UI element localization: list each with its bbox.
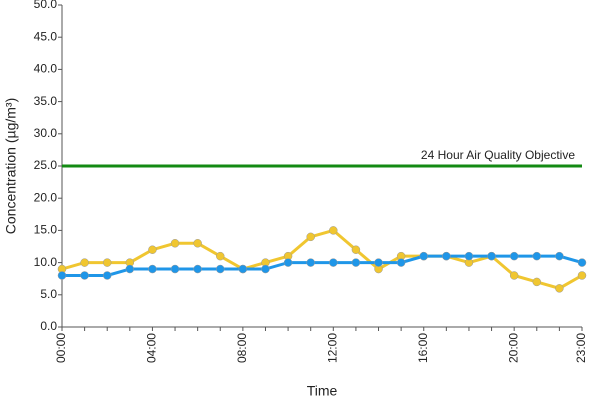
data-point (193, 239, 202, 248)
y-tick-label: 50.0 (34, 0, 58, 11)
data-point (283, 258, 293, 267)
y-tick-label: 5.0 (40, 287, 57, 301)
data-point (396, 258, 406, 267)
x-tick-label: 12:00 (325, 333, 339, 363)
y-tick-label: 45.0 (34, 29, 58, 43)
y-tick-label: 10.0 (34, 255, 58, 269)
data-point (216, 251, 225, 261)
data-point (555, 251, 564, 261)
data-point (125, 264, 135, 274)
y-tick-label: 40.0 (34, 62, 58, 76)
data-point (487, 251, 496, 261)
data-point (374, 258, 383, 267)
data-point (57, 271, 67, 280)
data-point (464, 251, 474, 261)
data-point (238, 264, 248, 274)
x-tick-label: 08:00 (235, 333, 249, 363)
data-point (306, 232, 315, 242)
data-point (351, 245, 361, 254)
x-tick-label: 23:00 (574, 333, 588, 363)
data-point (329, 258, 338, 267)
data-point (419, 251, 428, 261)
data-point (102, 258, 112, 267)
data-point (102, 271, 112, 280)
data-point (193, 264, 202, 274)
data-point (329, 226, 338, 235)
data-point (555, 284, 564, 293)
x-tick-label: 20:00 (506, 333, 520, 363)
data-point (170, 239, 180, 248)
data-point (577, 271, 587, 280)
reference-line-label: 24 Hour Air Quality Objective (421, 148, 575, 162)
series-line (61, 228, 583, 290)
data-point (306, 258, 315, 267)
y-tick-label: 30.0 (34, 126, 58, 140)
data-point (442, 251, 451, 261)
data-point (80, 258, 89, 267)
data-point (148, 245, 157, 254)
x-tick-label: 04:00 (145, 333, 159, 363)
y-tick-label: 25.0 (34, 158, 58, 172)
data-point (509, 271, 519, 280)
x-axis-label: Time (307, 383, 338, 399)
x-tick-label: 00:00 (54, 333, 68, 363)
data-point (170, 264, 180, 274)
data-point (351, 258, 361, 267)
y-axis-label: Concentration (µg/m³) (3, 98, 19, 234)
data-point (148, 264, 157, 274)
data-point (261, 264, 270, 274)
y-tick-label: 0.0 (40, 319, 57, 333)
data-point (532, 251, 542, 261)
data-point (577, 258, 587, 267)
data-point (216, 264, 225, 274)
y-tick-label: 35.0 (34, 94, 58, 108)
data-point (509, 251, 519, 261)
data-point (80, 271, 89, 280)
data-point (532, 277, 542, 287)
y-tick-label: 15.0 (34, 223, 58, 237)
y-tick-label: 20.0 (34, 190, 58, 204)
x-tick-label: 16:00 (416, 333, 430, 363)
